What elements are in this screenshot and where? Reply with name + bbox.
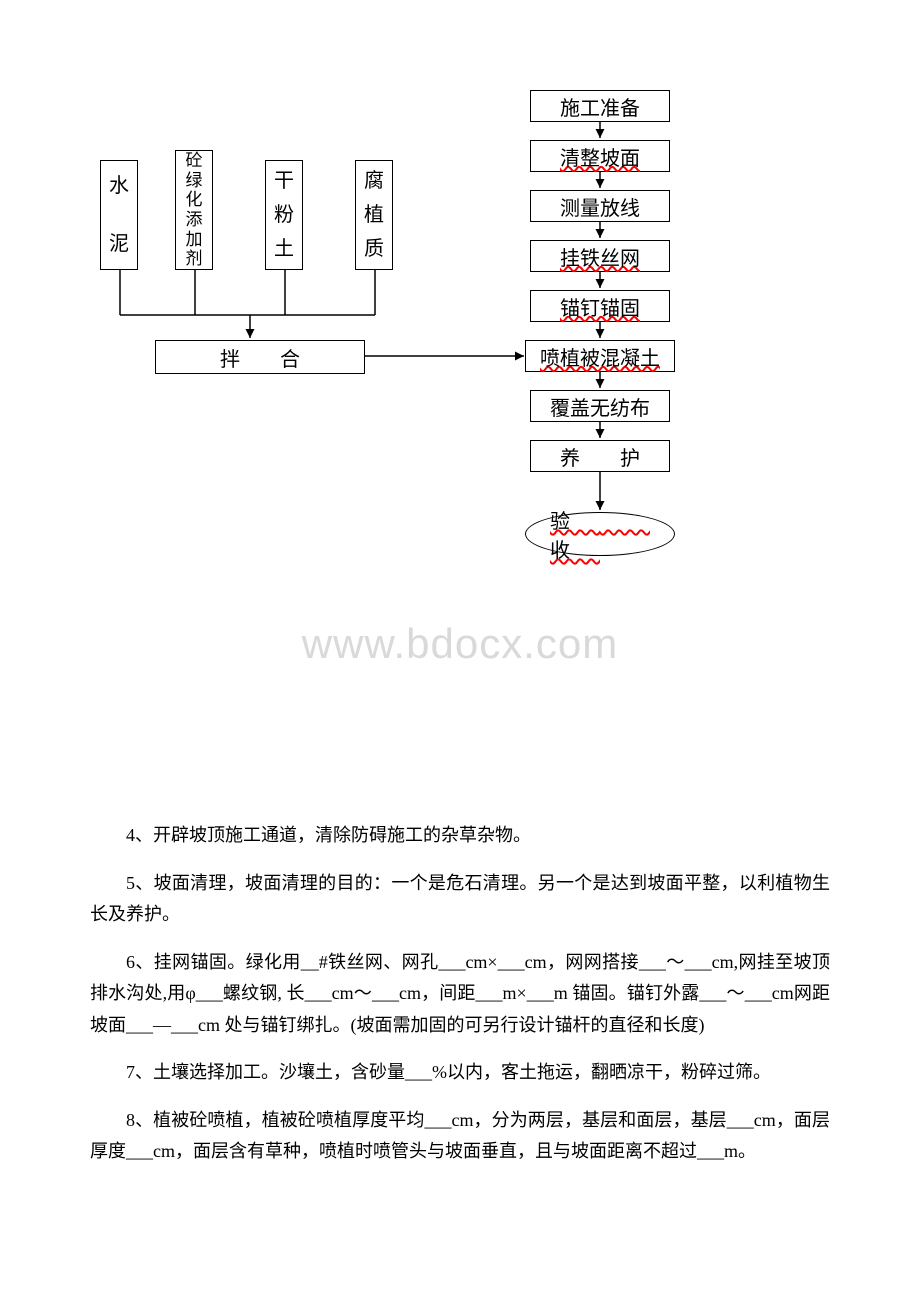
final-oval: 验 收 — [525, 512, 675, 556]
text: 粉 — [274, 201, 294, 229]
text: 绿 — [186, 171, 203, 191]
text: 验 收 — [550, 505, 674, 563]
flowchart-diagram: 水 泥 砼 绿 化 添 加 剂 干 粉 土 腐 植 质 拌 合 施工准备 清整坡… — [100, 90, 820, 590]
paragraph-6: 6、挂网锚固。绿化用__#铁丝网、网孔___cm×___cm，网网搭接___～_… — [90, 947, 830, 1042]
document-body: 4、开辟坡顶施工通道，清除防碍施工的杂草杂物。 5、坡面清理，坡面清理的目的：一… — [90, 820, 830, 1184]
text: 添 — [186, 210, 203, 230]
text: 土 — [274, 235, 294, 263]
input-box-soil: 干 粉 土 — [265, 160, 303, 270]
text: 质 — [364, 235, 384, 263]
text: 剂 — [186, 249, 203, 269]
text: 水 — [109, 172, 129, 200]
paragraph-4: 4、开辟坡顶施工通道，清除防碍施工的杂草杂物。 — [90, 820, 830, 852]
step-box-7: 覆盖无纺布 — [530, 390, 670, 422]
step-box-5: 锚钉锚固 — [530, 290, 670, 322]
watermark-text: www.bdocx.com — [0, 620, 920, 668]
paragraph-7: 7、土壤选择加工。沙壤土，含砂量___%以内，客土拖运，翻晒凉干，粉碎过筛。 — [90, 1057, 830, 1089]
text: 覆盖无纺布 — [550, 392, 650, 421]
step-box-4: 挂铁丝网 — [530, 240, 670, 272]
input-box-cement: 水 泥 — [100, 160, 138, 270]
text: 干 — [274, 167, 294, 195]
text: 锚钉锚固 — [560, 292, 640, 321]
step-box-3: 测量放线 — [530, 190, 670, 222]
step-box-1: 施工准备 — [530, 90, 670, 122]
text: 化 — [186, 190, 203, 210]
text: 植 — [364, 201, 384, 229]
input-box-additive: 砼 绿 化 添 加 剂 — [175, 150, 213, 270]
text: 清整坡面 — [560, 142, 640, 171]
paragraph-8: 8、植被砼喷植，植被砼喷植厚度平均___cm，分为两层，基层和面层，基层___c… — [90, 1105, 830, 1168]
mix-box: 拌 合 — [155, 340, 365, 374]
step-box-6: 喷植被混凝土 — [525, 340, 675, 372]
text: 施工准备 — [560, 92, 640, 121]
text: 砼 — [186, 151, 203, 171]
paragraph-5: 5、坡面清理，坡面清理的目的：一个是危石清理。另一个是达到坡面平整，以利植物生长… — [90, 868, 830, 931]
input-box-humus: 腐 植 质 — [355, 160, 393, 270]
text: 喷植被混凝土 — [540, 342, 660, 371]
text: 加 — [186, 230, 203, 250]
text: 腐 — [364, 167, 384, 195]
text: 养 护 — [560, 442, 640, 471]
text: 挂铁丝网 — [560, 242, 640, 271]
step-box-8: 养 护 — [530, 440, 670, 472]
text: 测量放线 — [560, 192, 640, 221]
text: 拌 合 — [220, 343, 300, 372]
text: 泥 — [109, 230, 129, 258]
step-box-2: 清整坡面 — [530, 140, 670, 172]
